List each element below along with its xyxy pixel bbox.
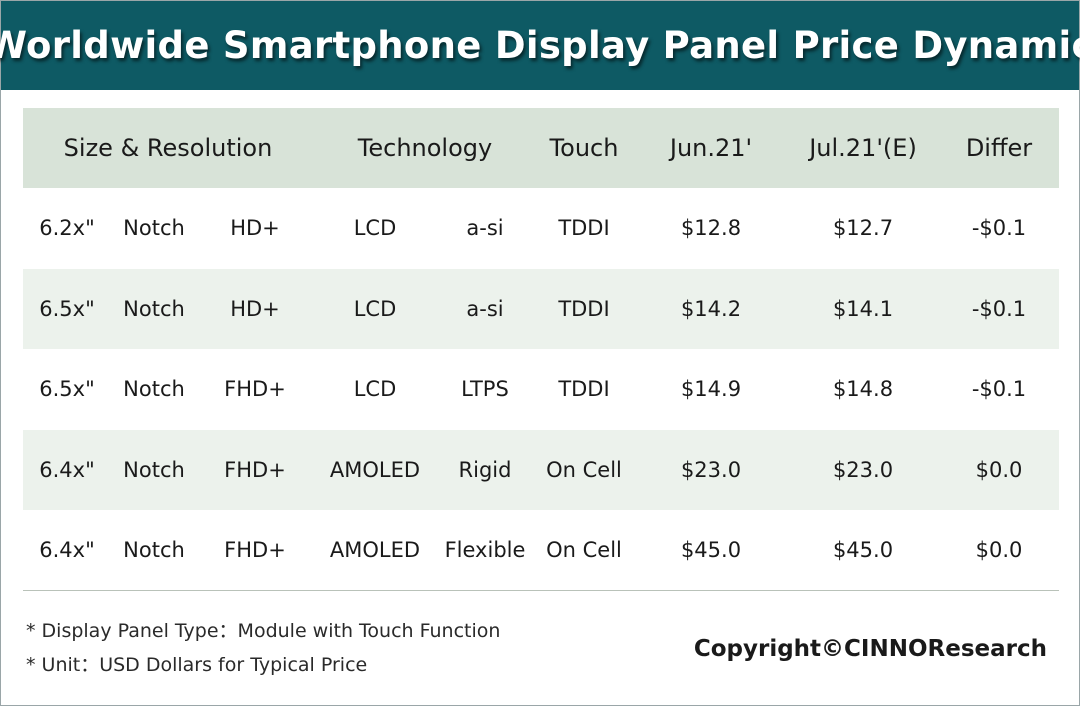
cell-jun-price: $45.0 [680,538,742,562]
table-header: Size & Resolution Technology Touch Jun.2… [23,108,1059,188]
cell-differ: -$0.1 [971,377,1027,401]
footer-divider [23,590,1059,591]
cell-touch: TDDI [558,296,610,321]
cell-technology: LCD [353,296,397,321]
cell-jul-price: $23.0 [832,457,894,482]
cell-resolution: FHD+ [224,538,286,562]
copyright-text: Copyright©CINNOResearch [693,636,1047,662]
cell-differ: $0.0 [975,457,1023,482]
header-touch: Touch [549,134,619,162]
cell-technology: LCD [353,377,397,401]
cell-substrate: a-si [466,216,504,240]
cell-jun-price: $23.0 [680,457,742,482]
cell-jun-price: $12.8 [680,216,742,240]
header-size-resolution: Size & Resolution [63,134,273,162]
cell-form: Notch [123,538,185,562]
title-bar: Worldwide Smartphone Display Panel Price… [0,1,1080,90]
cell-size: 6.5x" [39,296,95,321]
cell-form: Notch [123,216,185,240]
cell-technology: AMOLED [329,538,421,562]
cell-technology: LCD [353,216,397,240]
header-jun: Jun.21' [669,134,753,162]
cell-form: Notch [123,457,185,482]
cell-technology: AMOLED [329,457,421,482]
cell-size: 6.2x" [39,216,95,240]
note-unit: * Unit：USD Dollars for Typical Price [26,654,368,676]
header-differ: Differ [965,134,1033,162]
cell-jun-price: $14.9 [680,377,742,401]
cell-substrate: LTPS [461,377,509,401]
table-row: 6.5x" Notch HD+ LCD a-si TDDI $14.2 $14.1 -$0.1 [23,268,1059,349]
cell-size: 6.5x" [39,377,95,401]
cell-substrate: Rigid [458,457,512,482]
header-jul: Jul.21'(E) [809,134,917,162]
cell-substrate: Flexible [444,538,526,562]
cell-substrate: a-si [466,296,504,321]
cell-touch: TDDI [558,377,610,401]
cell-differ: $0.0 [975,538,1023,562]
cell-touch: On Cell [546,457,622,482]
table-row: 6.4x" Notch FHD+ AMOLED Rigid On Cell $23.0 $23… [23,429,1059,510]
table-row: 6.5x" Notch FHD+ LCD LTPS TDDI $14.9 $14.8 -$0.1 [23,349,1059,429]
cell-differ: -$0.1 [971,216,1027,240]
cell-resolution: HD+ [230,216,280,240]
cell-differ: -$0.1 [971,296,1027,321]
cell-resolution: HD+ [230,296,280,321]
cell-resolution: FHD+ [224,377,286,401]
cell-jul-price: $12.7 [832,216,894,240]
chart-title: Worldwide Smartphone Display Panel Price… [0,24,1080,67]
cell-jul-price: $14.8 [832,377,894,401]
table-row: 6.2x" Notch HD+ LCD a-si TDDI $12.8 $12.7 -$0.1 [23,188,1059,268]
cell-touch: On Cell [546,538,622,562]
cell-size: 6.4x" [39,538,95,562]
table-row: 6.4x" Notch FHD+ AMOLED Flexible On Cell $45.0… [23,510,1059,590]
cell-touch: TDDI [558,216,610,240]
cell-resolution: FHD+ [224,457,286,482]
cell-form: Notch [123,377,185,401]
cell-size: 6.4x" [39,457,95,482]
cell-jun-price: $14.2 [680,296,742,321]
cell-jul-price: $14.1 [832,296,894,321]
header-technology: Technology [357,134,493,162]
cell-jul-price: $45.0 [832,538,894,562]
note-panel-type: * Display Panel Type：Module with Touch F… [26,620,501,642]
cell-form: Notch [123,296,185,321]
